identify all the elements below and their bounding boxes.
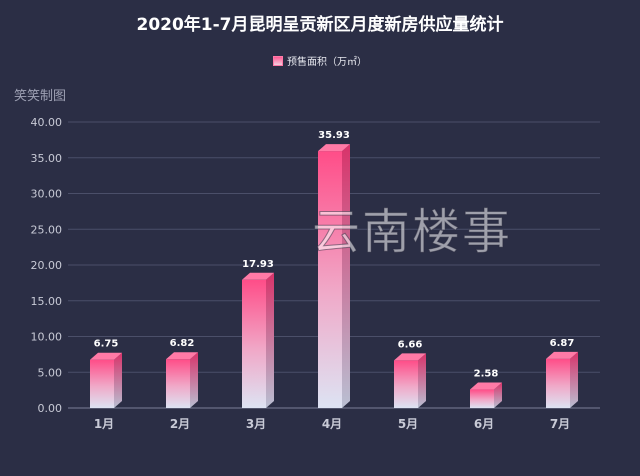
- data-label: 6.66: [398, 339, 423, 350]
- bar-top: [318, 144, 350, 152]
- data-label: 6.82: [170, 338, 195, 349]
- bar-top: [90, 352, 122, 360]
- legend[interactable]: 预售面积（万㎡）: [0, 53, 640, 68]
- x-tick-label: 6月: [474, 417, 494, 431]
- bar: [318, 151, 342, 408]
- y-tick-label: 20.00: [31, 259, 63, 272]
- corner-label: 笑笑制图: [14, 89, 67, 104]
- bar-side: [418, 353, 426, 408]
- data-label: 6.75: [94, 339, 119, 350]
- x-tick-label: 5月: [398, 417, 418, 431]
- data-label: 2.58: [474, 369, 499, 380]
- y-tick-label: 0.00: [38, 402, 63, 415]
- y-tick-label: 15.00: [31, 295, 63, 308]
- y-tick-label: 10.00: [31, 331, 63, 344]
- x-tick-label: 1月: [94, 417, 114, 431]
- y-tick-label: 5.00: [38, 366, 63, 379]
- legend-label: 预售面积（万㎡）: [287, 57, 367, 68]
- y-tick-label: 35.00: [31, 152, 63, 165]
- bar: [470, 389, 494, 408]
- data-label: 17.93: [242, 259, 274, 270]
- bar-side: [342, 144, 350, 408]
- bar-side: [266, 272, 274, 408]
- bar: [546, 358, 570, 408]
- bar: [166, 359, 190, 408]
- bar: [90, 359, 114, 408]
- watermark: 云南楼事: [311, 204, 513, 261]
- y-tick-label: 25.00: [31, 223, 63, 236]
- y-tick-label: 40.00: [31, 116, 63, 129]
- bar: [394, 360, 418, 408]
- bar-top: [166, 352, 198, 360]
- x-tick-label: 3月: [246, 417, 266, 431]
- bar-top: [242, 272, 274, 280]
- bar-top: [546, 351, 578, 359]
- bar-side: [494, 382, 502, 408]
- data-label: 35.93: [318, 130, 350, 141]
- y-tick-label: 30.00: [31, 188, 63, 201]
- data-label: 6.87: [550, 338, 575, 349]
- chart-title: 2020年1-7月昆明呈贡新区月度新房供应量统计: [136, 15, 504, 35]
- x-tick-label: 2月: [170, 417, 190, 431]
- bar-side: [570, 351, 578, 408]
- bar: [242, 279, 266, 408]
- bar-side: [114, 352, 122, 408]
- x-tick-label: 4月: [322, 417, 342, 431]
- bar-side: [190, 352, 198, 408]
- x-tick-label: 7月: [550, 417, 570, 431]
- bar-top: [394, 353, 426, 361]
- legend-swatch: [273, 55, 283, 66]
- bar-top: [470, 382, 502, 390]
